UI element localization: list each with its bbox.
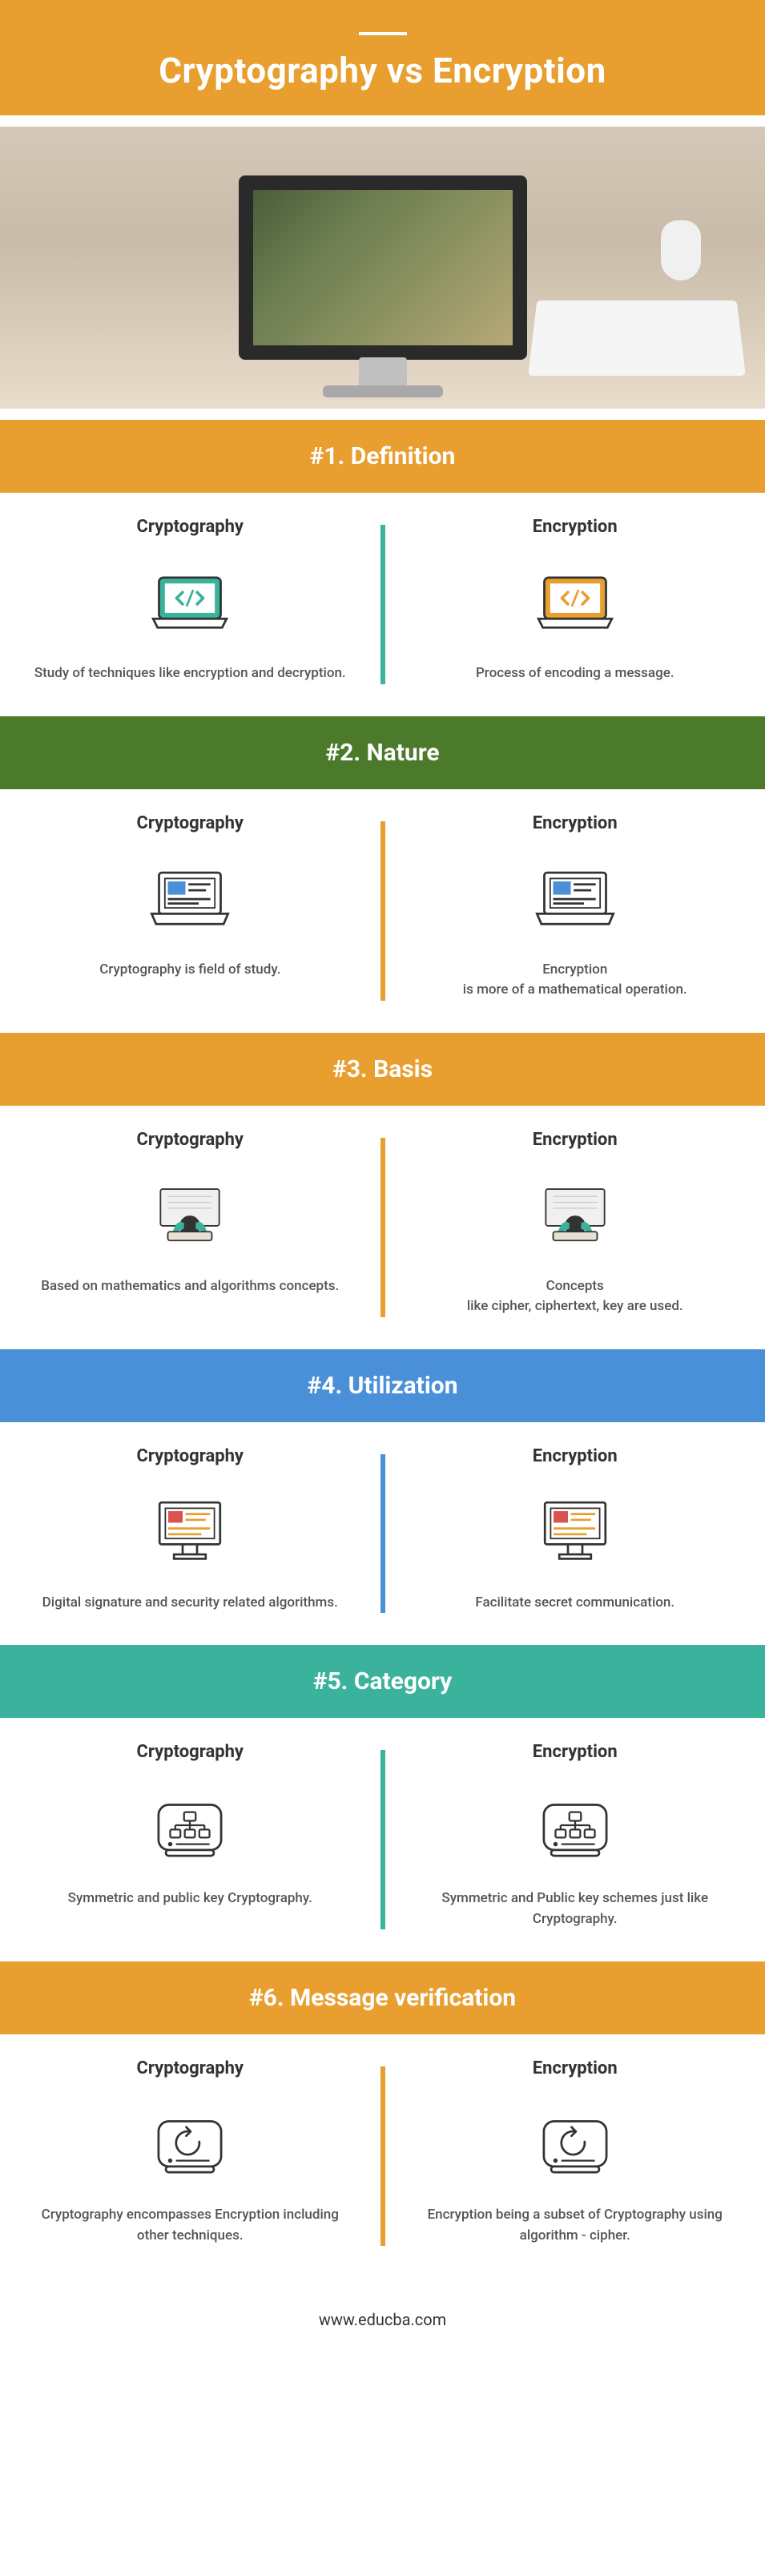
right-icon-wrap [417, 1172, 734, 1260]
left-col-text: Study of techniques like encryption and … [32, 663, 348, 684]
sections-wrapper: #1. Definition Cryptography Study of tec… [0, 420, 765, 2278]
right-col-text: Symmetric and Public key schemes just li… [417, 1889, 734, 1929]
left-column: Cryptography Cryptography encompasses En… [0, 2058, 380, 2246]
hero-image [0, 115, 765, 420]
left-col-text: Cryptography encompasses Encryption incl… [32, 2205, 348, 2246]
right-column: Encryption Facilitate secret communicati… [385, 1446, 765, 1614]
left-col-title: Cryptography [32, 1742, 348, 1762]
comparison-row: Cryptography Symmetric and public key Cr… [0, 1718, 765, 1961]
left-col-title: Cryptography [32, 2058, 348, 2078]
drive-refresh-icon [535, 2111, 615, 2179]
desktop-app-icon [146, 1497, 234, 1569]
right-icon-wrap [417, 2101, 734, 2189]
right-col-title: Encryption [417, 517, 734, 537]
left-col-title: Cryptography [32, 813, 348, 833]
left-icon-wrap [32, 1172, 348, 1260]
section-header: #4. Utilization [0, 1349, 765, 1422]
right-col-title: Encryption [417, 1130, 734, 1150]
right-col-title: Encryption [417, 2058, 734, 2078]
desktop-app-icon [531, 1497, 619, 1569]
right-col-title: Encryption [417, 1446, 734, 1466]
left-icon-wrap [32, 559, 348, 647]
section-header: #1. Definition [0, 420, 765, 493]
right-column: Encryption Encryptionis more of a mathem… [385, 813, 765, 1001]
header-title: Cryptography vs Encryption [16, 50, 749, 91]
laptop-window-icon [531, 864, 619, 936]
footer-text: www.educba.com [319, 2310, 446, 2329]
right-icon-wrap [417, 559, 734, 647]
left-icon-wrap [32, 1489, 348, 1577]
infographic-container: Cryptography vs Encryption #1. Definitio… [0, 0, 765, 2377]
right-col-text: Encryption being a subset of Cryptograph… [417, 2205, 734, 2246]
mouse-graphic [661, 220, 701, 280]
section-header: #2. Nature [0, 716, 765, 789]
section-header: #3. Basis [0, 1033, 765, 1106]
drive-tree-icon [150, 1795, 230, 1863]
right-column: Encryption Encryption being a subset of … [385, 2058, 765, 2246]
right-column: Encryption Symmetric and Public key sche… [385, 1742, 765, 1929]
left-column: Cryptography Cryptography is field of st… [0, 813, 380, 1001]
left-icon-wrap [32, 1784, 348, 1873]
right-column: Encryption Conceptslike cipher, cipherte… [385, 1130, 765, 1317]
section-header: #5. Category [0, 1645, 765, 1718]
left-col-title: Cryptography [32, 1446, 348, 1466]
monitor-base [323, 385, 443, 397]
laptop-code-icon [531, 567, 619, 639]
comparison-row: Cryptography Study of techniques like en… [0, 493, 765, 716]
person-desk-icon [146, 1180, 234, 1252]
left-column: Cryptography Study of techniques like en… [0, 517, 380, 684]
monitor-stand [359, 357, 407, 385]
right-icon-wrap [417, 856, 734, 944]
right-col-title: Encryption [417, 1742, 734, 1762]
right-column: Encryption Process of encoding a message… [385, 517, 765, 684]
laptop-code-icon [146, 567, 234, 639]
left-col-text: Cryptography is field of study. [32, 960, 348, 981]
left-icon-wrap [32, 2101, 348, 2189]
right-icon-wrap [417, 1784, 734, 1873]
left-col-title: Cryptography [32, 1130, 348, 1150]
main-header: Cryptography vs Encryption [0, 0, 765, 115]
left-col-text: Symmetric and public key Cryptography. [32, 1889, 348, 1909]
drive-tree-icon [535, 1795, 615, 1863]
left-column: Cryptography Symmetric and public key Cr… [0, 1742, 380, 1929]
laptop-window-icon [146, 864, 234, 936]
right-icon-wrap [417, 1489, 734, 1577]
left-col-title: Cryptography [32, 517, 348, 537]
keyboard-graphic [528, 300, 746, 376]
right-col-text: Conceptslike cipher, ciphertext, key are… [417, 1276, 734, 1317]
comparison-row: Cryptography Cryptography encompasses En… [0, 2034, 765, 2278]
right-col-text: Encryptionis more of a mathematical oper… [417, 960, 734, 1001]
header-underline [359, 32, 407, 35]
left-column: Cryptography Based on mathematics and al… [0, 1130, 380, 1317]
comparison-row: Cryptography Digital signature and secur… [0, 1422, 765, 1646]
drive-refresh-icon [150, 2111, 230, 2179]
comparison-row: Cryptography Based on mathematics and al… [0, 1106, 765, 1349]
left-col-text: Based on mathematics and algorithms conc… [32, 1276, 348, 1297]
right-col-title: Encryption [417, 813, 734, 833]
monitor-graphic [239, 175, 527, 360]
person-desk-icon [531, 1180, 619, 1252]
left-column: Cryptography Digital signature and secur… [0, 1446, 380, 1614]
left-col-text: Digital signature and security related a… [32, 1593, 348, 1614]
monitor-screen [253, 190, 513, 345]
comparison-row: Cryptography Cryptography is field of st… [0, 789, 765, 1033]
right-col-text: Facilitate secret communication. [417, 1593, 734, 1614]
footer: www.educba.com [0, 2278, 765, 2377]
left-icon-wrap [32, 856, 348, 944]
right-col-text: Process of encoding a message. [417, 663, 734, 684]
section-header: #6. Message verification [0, 1961, 765, 2034]
